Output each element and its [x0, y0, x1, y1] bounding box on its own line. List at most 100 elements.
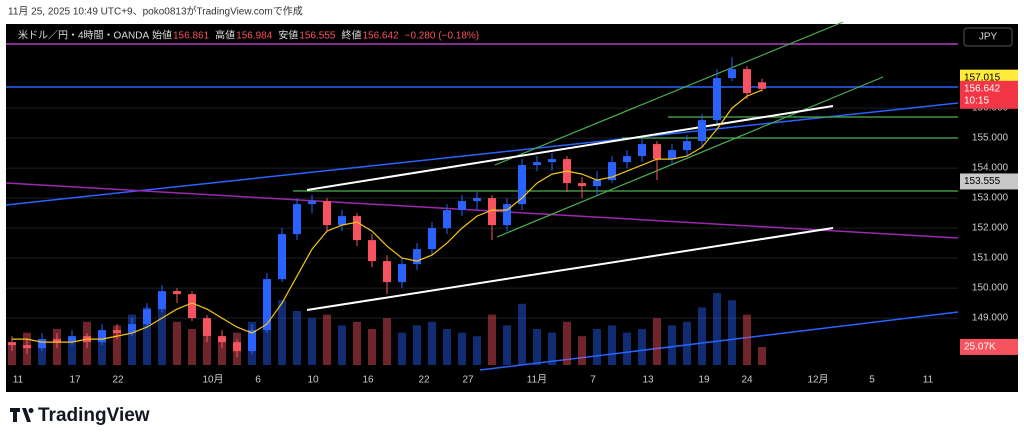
volume-bar [458, 332, 466, 365]
candle-body [173, 291, 181, 295]
candle-body [38, 339, 46, 349]
volume-bar [578, 336, 586, 365]
volume-bar [443, 329, 451, 365]
ohlc-value: 156.984 [236, 31, 273, 42]
ohlc-name: 始値 [152, 29, 172, 42]
candle-body [623, 156, 631, 163]
candle-body [398, 264, 406, 283]
candle-body [473, 198, 481, 202]
candle-body [518, 165, 526, 205]
symbol: 米ドル／円・4時間・OANDA [18, 29, 149, 42]
countdown: 10:15 [964, 95, 989, 106]
volume-bar [743, 314, 751, 365]
x-tick-label: 11 [13, 375, 24, 386]
volume-bar [263, 303, 271, 365]
purple-trend [5, 182, 959, 239]
candle-body [293, 204, 301, 235]
candle-body [353, 216, 361, 241]
x-tick-label: 5 [869, 375, 875, 386]
x-tick-label: 12月 [807, 374, 828, 386]
candle-body [413, 249, 421, 265]
candle-body [68, 336, 76, 343]
volume-bar [293, 311, 301, 365]
candle-body [248, 330, 256, 352]
volume-bar [533, 329, 541, 365]
candle-body [113, 330, 121, 334]
candle-body [638, 144, 646, 157]
volume-bar [653, 318, 661, 365]
candle-body [533, 162, 541, 166]
chart-area [6, 24, 1018, 392]
y-tick-label: 151.000 [972, 253, 1009, 264]
candle-body [98, 330, 106, 343]
currency-box[interactable] [963, 27, 1013, 47]
volume-bar [383, 318, 391, 365]
volume-bar [113, 325, 121, 365]
volume-bar [278, 300, 286, 365]
ohlc-value: 156.642 [362, 31, 399, 42]
volume-bar [758, 346, 766, 365]
volume-bar [473, 336, 481, 365]
x-tick-label: 17 [69, 375, 81, 386]
white-trend [306, 105, 834, 191]
price-label: 153.555 [964, 176, 1001, 187]
candle-body [608, 162, 616, 181]
candle-body [503, 204, 511, 226]
logo-icon [10, 408, 34, 422]
volume-bar [173, 321, 181, 365]
volume-bar [563, 321, 571, 365]
price-label-bg [960, 173, 1018, 190]
x-tick-label: 6 [255, 375, 261, 386]
green-channel [496, 76, 884, 238]
y-tick-label: 152.000 [972, 223, 1009, 234]
blue-trend [5, 102, 959, 206]
white-trend [306, 227, 834, 311]
volume-bar [353, 321, 361, 365]
volume-bar [728, 300, 736, 365]
volume-bar [8, 343, 16, 365]
volume-bar [308, 318, 316, 365]
ohlc-name: 高値 [215, 29, 235, 42]
volume-bar [668, 325, 676, 365]
volume-bar [218, 339, 226, 365]
candle-body [443, 210, 451, 229]
y-tick-label: 155.000 [972, 133, 1009, 144]
green-channel [494, 21, 844, 166]
candle-body [158, 291, 166, 310]
volume-bar [68, 339, 76, 365]
x-tick-label: 22 [112, 375, 124, 386]
currency[interactable]: JPY [979, 32, 998, 43]
blue-trend [479, 311, 959, 371]
change: −0.280 (−0.18%) [405, 31, 480, 42]
volume-bar [128, 314, 136, 365]
volume-bar [413, 325, 421, 365]
candle-body [383, 261, 391, 283]
candle-body [698, 120, 706, 142]
volume-bar [518, 303, 526, 365]
ohlc-value: 156.861 [173, 31, 210, 42]
candle-body [233, 342, 241, 352]
candle-body [653, 144, 661, 160]
price-label-bg [960, 80, 1018, 109]
drawings [5, 21, 959, 371]
ohlc-name: 安値 [278, 29, 298, 42]
y-tick-label: 154.000 [972, 163, 1009, 174]
candle-body [278, 234, 286, 280]
candle-body [668, 150, 676, 160]
x-tick-label: 24 [741, 375, 753, 386]
x-tick-label: 27 [462, 375, 474, 386]
volume-bar [713, 293, 721, 365]
volume-bar [143, 307, 151, 365]
candle-body [428, 228, 436, 250]
header-caption: 11月 25, 2025 10:49 UTC+9、poko0813がTradin… [8, 5, 303, 18]
volume-bar [593, 329, 601, 365]
candle-body [713, 78, 721, 121]
volume-bar [638, 329, 646, 365]
x-tick-label: 7 [590, 375, 596, 386]
volume-bar [398, 332, 406, 365]
candle-body [8, 342, 16, 346]
candle-body [203, 318, 211, 337]
candle-body [323, 201, 331, 226]
